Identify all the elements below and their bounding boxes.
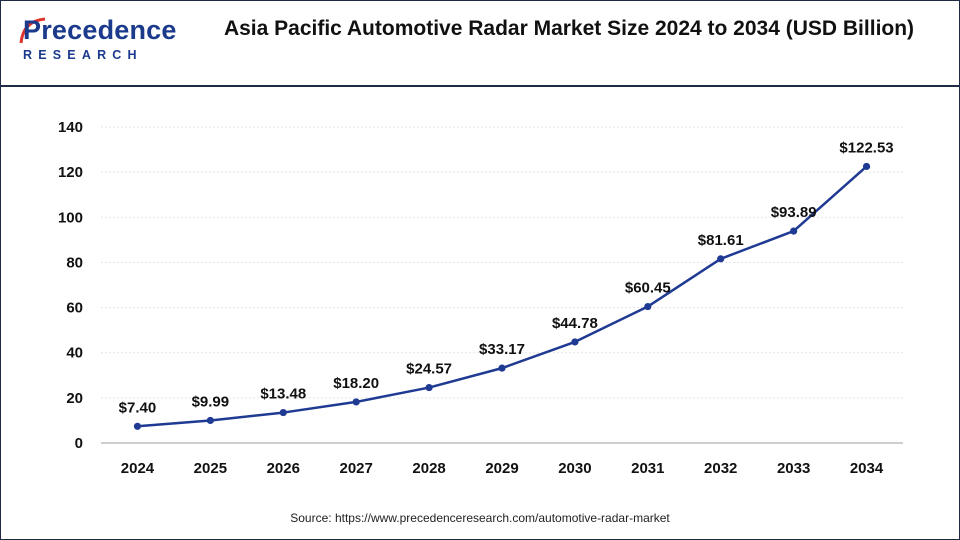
data-label: $18.20	[333, 375, 379, 392]
data-point	[571, 338, 579, 346]
chart-title: Asia Pacific Automotive Radar Market Siz…	[223, 17, 915, 40]
logo-swoosh-icon	[19, 17, 46, 44]
y-tick-label: 140	[58, 119, 83, 136]
data-label: $60.45	[625, 280, 671, 297]
data-label: $7.40	[119, 399, 157, 416]
data-point	[790, 227, 798, 235]
x-tick-label: 2025	[194, 460, 227, 477]
data-label: $122.53	[839, 139, 893, 156]
x-tick-label: 2030	[558, 460, 591, 477]
logo-subtitle: RESEARCH	[23, 48, 143, 62]
data-point	[498, 364, 506, 372]
y-tick-label: 40	[66, 345, 83, 362]
data-point	[425, 383, 433, 392]
line-chart: 0 20 40 60 80 100 120 140 2024 2025 2026 2027 2028 20…	[58, 119, 903, 477]
y-tick-label: 0	[75, 435, 83, 452]
y-tick-label: 60	[66, 300, 83, 317]
x-tick-label: 2026	[267, 460, 300, 477]
logo-wordmark: Precedence	[23, 15, 177, 45]
series	[133, 162, 871, 430]
data-label: $81.61	[698, 232, 744, 249]
data-labels: $7.40 $9.99 $13.48 $18.20 $24.57 $33.17 $44.78…	[119, 139, 894, 416]
gridlines	[101, 126, 903, 399]
data-point	[352, 398, 360, 406]
data-point	[279, 408, 287, 417]
y-tick-label: 20	[66, 390, 83, 407]
y-tick-label: 100	[58, 209, 83, 226]
data-label: $24.57	[406, 361, 452, 378]
axes: 0 20 40 60 80 100 120 140 2024 2025 2026 2027 2028 20…	[58, 119, 903, 477]
brand-logo: Precedence RESEARCH	[13, 11, 193, 71]
x-tick-label: 2032	[704, 460, 737, 477]
series-line	[137, 165, 868, 428]
x-tick-label: 2027	[339, 460, 372, 477]
data-point	[717, 255, 725, 263]
data-label: $33.17	[479, 341, 525, 358]
x-tick-label: 2031	[631, 460, 664, 477]
data-point	[862, 162, 871, 171]
data-label: $13.48	[260, 386, 306, 403]
x-tick-label: 2029	[485, 460, 518, 477]
data-point	[206, 416, 214, 425]
x-tick-label: 2034	[850, 460, 884, 477]
y-tick-label: 120	[58, 164, 83, 181]
data-label: $44.78	[552, 315, 598, 332]
y-tick-label: 80	[66, 254, 83, 271]
x-tick-label: 2033	[777, 460, 810, 477]
chart-header: Precedence RESEARCH Asia Pacific Automot…	[1, 1, 959, 87]
data-point	[644, 302, 652, 311]
data-label: $93.89	[771, 204, 817, 221]
x-tick-label: 2024	[121, 460, 155, 477]
data-point	[133, 422, 142, 430]
source-note: Source: https://www.precedenceresearch.c…	[290, 511, 670, 525]
data-label: $9.99	[192, 393, 230, 410]
x-tick-label: 2028	[412, 460, 445, 477]
